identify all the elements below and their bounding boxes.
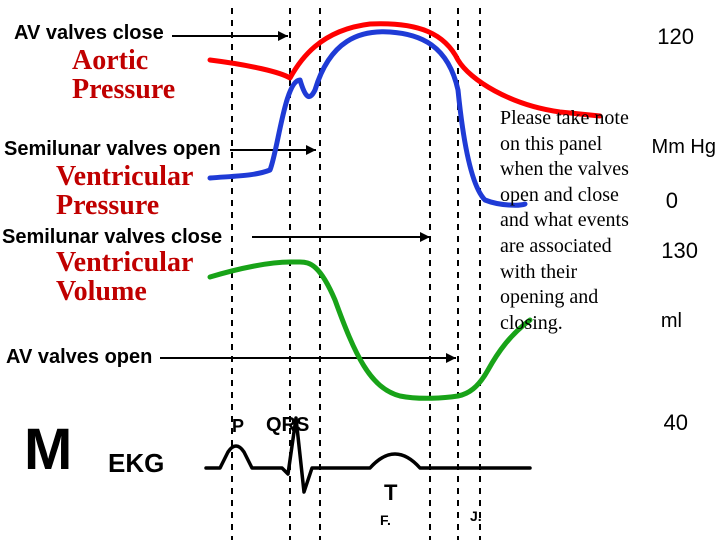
label-ventricular-pressure: VentricularPressure — [56, 162, 193, 221]
scale-pressure-low: 0 — [666, 188, 678, 214]
label-av-open: AV valves open — [6, 346, 152, 369]
scale-volume-unit: ml — [661, 310, 682, 333]
scale-pressure-high: 120 — [657, 24, 694, 50]
label-m: M — [24, 416, 72, 483]
label-qrs: QRS — [266, 414, 309, 437]
label-ventricular-volume: VentricularVolume — [56, 248, 193, 307]
label-sl-open: Semilunar valves open — [4, 138, 221, 161]
scale-volume-low: 40 — [664, 410, 688, 436]
label-av-close: AV valves close — [14, 22, 164, 45]
label-sl-close: Semilunar valves close — [2, 226, 222, 249]
label-ekg: EKG — [108, 448, 164, 479]
scale-volume-high: 130 — [661, 238, 698, 264]
label-j: J. — [470, 508, 482, 524]
scale-pressure-unit: Mm Hg — [652, 136, 716, 159]
label-t-wave: T — [384, 480, 397, 506]
label-aortic-pressure: AorticPressure — [72, 46, 175, 105]
label-p-wave: P — [232, 416, 244, 437]
label-f: F. — [380, 512, 391, 528]
note-text: Please take note on this panel when the … — [500, 106, 644, 336]
diagram-stage: AV valves close AorticPressure Semilunar… — [0, 0, 720, 540]
